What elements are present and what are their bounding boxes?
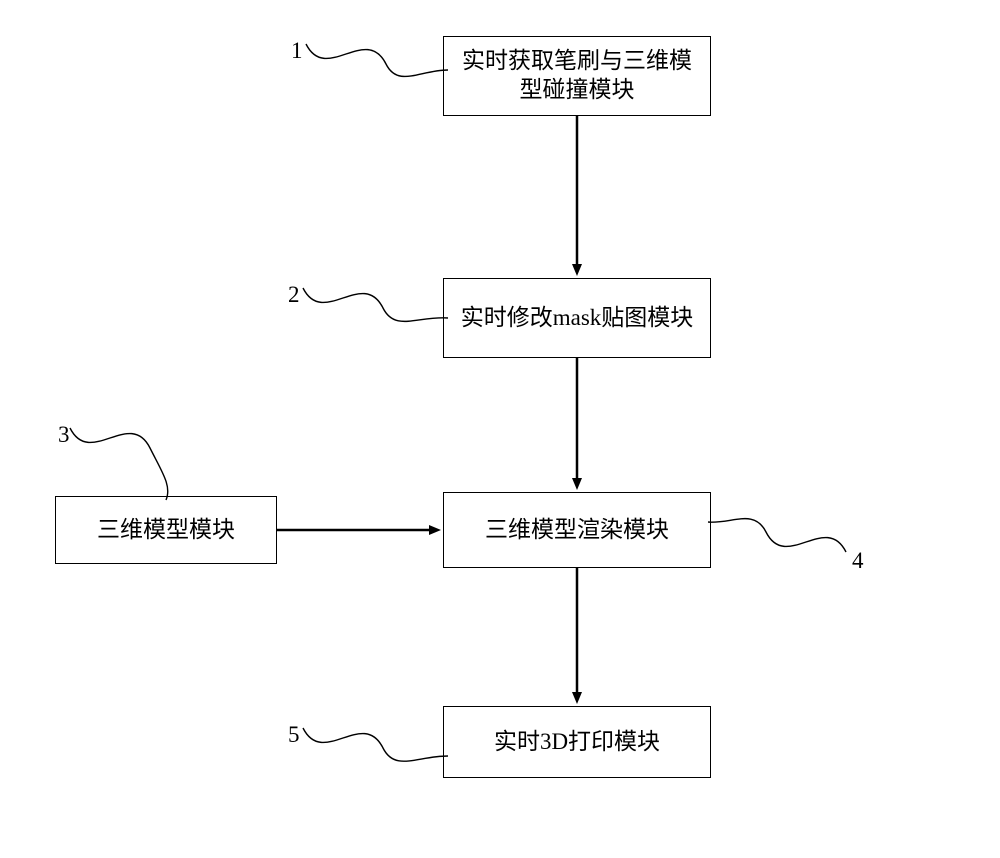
callout-number-4: 4 (852, 548, 864, 574)
node-label: 三维模型模块 (97, 516, 235, 545)
callout-number-1: 1 (291, 38, 303, 64)
node-mask-module: 实时修改mask贴图模块 (443, 278, 711, 358)
node-3d-model: 三维模型模块 (55, 496, 277, 564)
callout-number-3: 3 (58, 422, 70, 448)
node-label: 三维模型渲染模块 (485, 516, 669, 545)
node-3d-print: 实时3D打印模块 (443, 706, 711, 778)
callout-number-5: 5 (288, 722, 300, 748)
node-render-module: 三维模型渲染模块 (443, 492, 711, 568)
callout-number-2: 2 (288, 282, 300, 308)
node-label: 实时3D打印模块 (494, 728, 660, 757)
node-label: 实时获取笔刷与三维模 型碰撞模块 (462, 47, 692, 105)
diagram-canvas: 实时获取笔刷与三维模 型碰撞模块 实时修改mask贴图模块 三维模型模块 三维模… (0, 0, 1000, 858)
node-brush-collision: 实时获取笔刷与三维模 型碰撞模块 (443, 36, 711, 116)
node-label: 实时修改mask贴图模块 (461, 304, 694, 333)
